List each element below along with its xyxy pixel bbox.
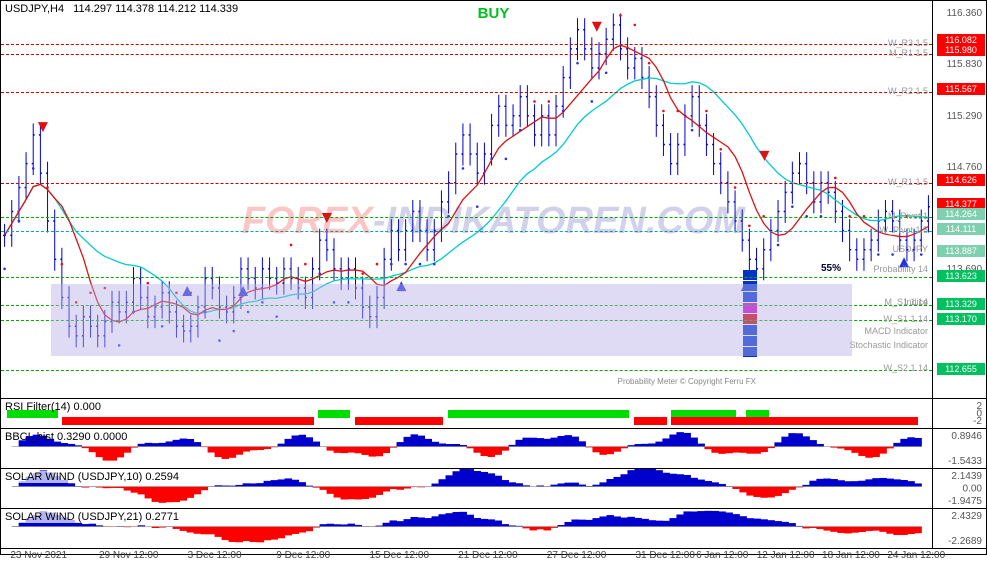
pivot-line — [1, 217, 932, 218]
sw2-axis: 2.4329 -2.2689 — [932, 509, 986, 548]
pivot-label: Probability 14 — [873, 264, 928, 274]
price-tag: 114.264 — [937, 208, 985, 220]
bbci-title: BBCI_hist 0.3290 0.0000 — [5, 431, 127, 443]
pivot-label: W_R2 1.5 — [888, 86, 928, 96]
price-tag: 113.170 — [937, 313, 985, 325]
price-tick: 115.290 — [947, 111, 982, 122]
price-tag: 115.567 — [937, 83, 985, 95]
pivot-line — [1, 231, 932, 232]
pivot-label: W_S1 1.14 — [883, 314, 928, 324]
pivot-line — [1, 183, 932, 184]
pivot-label: M_R1 1.5 — [889, 48, 928, 58]
chart-title: USDJPY,H4 114.297 114.378 114.212 114.33… — [5, 3, 238, 15]
sw1-axis: 2.14390.00 -1.9475 — [932, 469, 986, 508]
pivot-line — [1, 370, 932, 371]
price-tag: 113.623 — [937, 270, 985, 282]
time-label: 31 Dec 12:00 — [635, 550, 695, 561]
info-label: MACD Indicator — [864, 326, 928, 336]
rsi-bar — [634, 417, 667, 425]
time-label: 12 Jan 12:00 — [757, 550, 815, 561]
info-label: M_S1 1.14 — [884, 297, 928, 307]
bbci-panel[interactable]: BBCI_hist 0.3290 0.0000 0.8946 -1.5433 — [1, 429, 986, 469]
support-zone — [51, 284, 852, 356]
rsi-bar — [355, 417, 443, 425]
axis-tick: -2.2689 — [948, 536, 982, 547]
time-label: 29 Nov 12:00 — [99, 550, 159, 561]
time-label: 23 Nov 2021 — [10, 550, 67, 561]
sw1-panel[interactable]: SOLAR WIND (USDJPY,10) 0.2594 2.14390.00… — [1, 469, 986, 509]
price-tag: 115.980 — [937, 44, 985, 56]
sw2-panel[interactable]: SOLAR WIND (USDJPY,21) 0.2771 2.4329 -2.2… — [1, 509, 986, 549]
time-label: 24 Jan 12:00 — [887, 550, 945, 561]
candle-area[interactable] — [1, 1, 932, 398]
rsi-bar — [671, 417, 918, 425]
axis-tick: -1.9475 — [948, 496, 982, 507]
chart-container: USDJPY,H4 114.297 114.378 114.212 114.33… — [0, 0, 987, 555]
bbci-axis: 0.8946 -1.5433 — [932, 429, 986, 468]
time-label: 15 Dec 12:00 — [370, 550, 430, 561]
copyright-text: Probability Meter © Copyright Ferru FX — [618, 377, 756, 386]
time-label: 18 Jan 12:00 — [822, 550, 880, 561]
time-label: 3 Dec 12:00 — [188, 550, 242, 561]
time-label: 27 Dec 12:00 — [547, 550, 607, 561]
rsi-panel[interactable]: RSI Filter(14) 0.000 20-2 — [1, 399, 986, 429]
rsi-axis: 20-2 — [932, 399, 986, 428]
sw2-title: SOLAR WIND (USDJPY,21) 0.2771 — [5, 511, 179, 523]
price-tag: 112.655 — [937, 363, 985, 375]
price-tick: 115.830 — [947, 59, 982, 70]
time-label: 6 Jan 12:00 — [696, 550, 748, 561]
rsi-bar — [62, 417, 313, 425]
price-panel[interactable]: USDJPY,H4 114.297 114.378 114.212 114.33… — [1, 1, 986, 399]
rsi-bar — [448, 410, 630, 418]
axis-tick: 0.00 — [963, 483, 982, 494]
symbol-label: USDJPY,H4 — [5, 3, 64, 15]
pivot-label: W_R3 1.5 — [888, 38, 928, 48]
axis-tick: -2 — [973, 416, 982, 427]
price-tag: 113.329 — [937, 298, 985, 310]
price-tick: 116.360 — [947, 8, 982, 19]
rsi-bar — [318, 410, 351, 418]
probability-value: 55% — [821, 263, 841, 274]
info-label: Stochastic Indicator — [849, 340, 928, 350]
time-axis: 23 Nov 2021 29 Nov 12:00 3 Dec 12:00 9 Dec … — [1, 549, 986, 564]
time-label: 9 Dec 12:00 — [276, 550, 330, 561]
time-label: 21 Dec 12:00 — [458, 550, 518, 561]
pivot-line — [1, 44, 932, 45]
pivot-label: M_Pivot 1 — [888, 211, 928, 221]
bbci-chart — [1, 429, 932, 468]
pivot-label: USDJPY — [892, 244, 928, 254]
axis-tick: -1.5433 — [948, 456, 982, 467]
rsi-bars — [1, 399, 932, 428]
price-tick: 114.760 — [947, 162, 982, 173]
pivot-label: W_Pivot 1.5 — [879, 225, 928, 235]
axis-tick: 0.8946 — [951, 431, 982, 442]
price-tag: 113.887 — [937, 245, 985, 257]
axis-tick: 2.4329 — [951, 511, 982, 522]
pivot-label: W_S2 1.14 — [883, 363, 928, 373]
rsi-title: RSI Filter(14) 0.000 — [5, 401, 101, 413]
pivot-label: W_R1 1.5 — [888, 177, 928, 187]
pivot-line — [1, 92, 932, 93]
axis-tick: 2.1439 — [951, 471, 982, 482]
pivot-line — [1, 277, 932, 278]
price-axis: 116.360115.830115.290114.760113.690116.0… — [932, 1, 986, 398]
price-tag: 114.626 — [937, 174, 985, 186]
ohlc-label: 114.297 114.378 114.212 114.339 — [73, 3, 238, 15]
sw1-title: SOLAR WIND (USDJPY,10) 0.2594 — [5, 471, 179, 483]
price-tag: 114.111 — [937, 223, 985, 235]
pivot-line — [1, 54, 932, 55]
